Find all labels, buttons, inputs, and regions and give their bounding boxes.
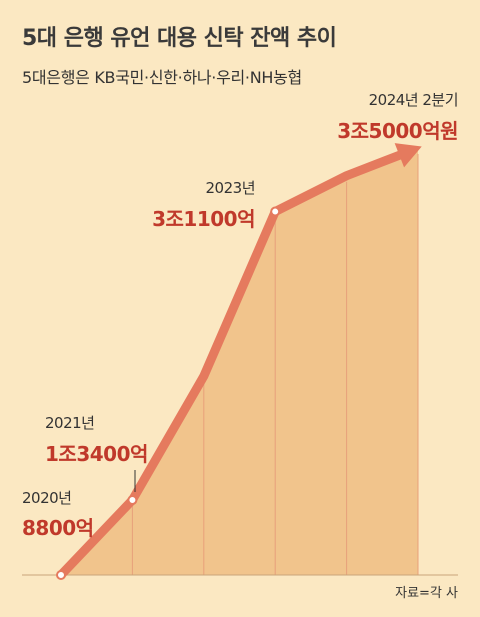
period-label: 2020년 — [22, 489, 71, 507]
trend-arrowhead — [394, 143, 422, 168]
period-label: 2021년 — [45, 414, 94, 432]
value-label: 1조3400억 — [45, 442, 148, 466]
data-point-marker — [270, 206, 281, 217]
source-note: 자료=각 사 — [395, 586, 458, 601]
trend-line — [57, 150, 403, 579]
value-label: 8800억 — [22, 516, 94, 540]
period-label: 2024년 2분기 — [369, 91, 458, 109]
chart-subtitle: 5대은행은 KB국민·신한·하나·우리·NH농협 — [22, 68, 302, 87]
data-point-marker — [56, 570, 66, 580]
period-label: 2023년 — [206, 179, 255, 197]
labels-layer: 2020년 8800억 2021년 1조3400억 2023년 3조1100억 2024년 … — [22, 91, 459, 580]
value-label: 3조5000억원 — [337, 119, 458, 143]
area-fill — [61, 148, 418, 575]
chart-title: 5대 은행 유언 대용 신탁 잔액 추이 — [22, 26, 337, 51]
vertical-gridlines — [131, 154, 419, 575]
data-point-marker — [127, 495, 138, 506]
value-label: 3조1100억 — [152, 207, 255, 231]
